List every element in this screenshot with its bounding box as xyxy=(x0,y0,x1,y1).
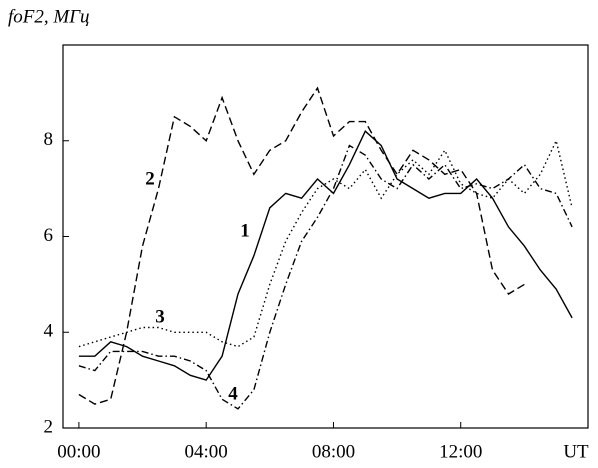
x-tick-label: UT xyxy=(563,441,589,462)
y-tick-label: 8 xyxy=(44,129,54,150)
plot-frame xyxy=(62,44,589,429)
series-line xyxy=(78,86,525,405)
x-tick-label: 04:00 xyxy=(185,441,228,462)
y-tick-label: 6 xyxy=(44,225,54,246)
series-label: 4 xyxy=(228,383,238,404)
series-label: 1 xyxy=(240,220,250,241)
series-line xyxy=(78,138,573,348)
series-line xyxy=(78,130,573,381)
x-tick-label: 00:00 xyxy=(57,441,100,462)
series-label: 2 xyxy=(145,168,155,189)
series-line xyxy=(78,144,573,410)
y-tick-label: 4 xyxy=(44,321,54,342)
x-tick-label: 08:00 xyxy=(312,441,355,462)
series-label: 3 xyxy=(155,306,165,327)
y-tick-label: 2 xyxy=(44,416,54,437)
x-tick-label: 12:00 xyxy=(439,441,482,462)
y-axis-label: foF2, МГц xyxy=(8,6,90,27)
